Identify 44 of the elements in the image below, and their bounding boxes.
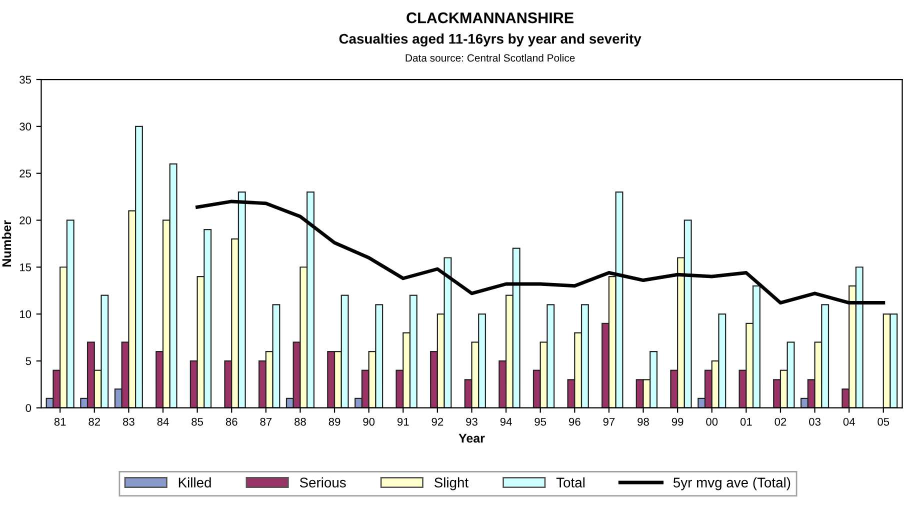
x-tick-label: 95	[534, 418, 546, 426]
x-tick-label: 92	[432, 418, 444, 426]
x-tick-label: 01	[740, 418, 752, 426]
y-tick-label: 5	[26, 357, 32, 366]
y-axis-title: Number	[2, 220, 12, 266]
y-tick-label: 0	[26, 404, 32, 412]
y-tick-label: 15	[20, 264, 32, 272]
x-axis-title: Year	[458, 434, 485, 443]
x-tick-label: 97	[603, 418, 615, 426]
x-tick-label: 86	[226, 418, 238, 426]
x-tick-label: 89	[328, 418, 340, 426]
x-tick-label: 96	[568, 418, 580, 426]
y-tick-label: 35	[20, 76, 32, 84]
x-tick-label: 93	[466, 418, 478, 426]
x-tick-label: 83	[123, 418, 134, 426]
legend-label: Total	[556, 477, 584, 488]
x-tick-label: 81	[54, 418, 66, 426]
x-tick-label: 99	[672, 418, 684, 426]
chart-subtitle: Casualties aged 11-16yrs by year and severity	[339, 34, 642, 47]
y-tick-label: 25	[20, 170, 32, 178]
source-note: Data source: Central Scotland Police	[406, 54, 575, 62]
x-tick-label: 00	[706, 418, 718, 426]
x-tick-label: 85	[192, 418, 204, 426]
x-tick-label: 03	[809, 418, 820, 426]
chart-title: CLACKMANNANSHIRE	[406, 12, 574, 24]
legend-label: Slight	[434, 477, 468, 490]
x-tick-label: 82	[88, 418, 100, 426]
legend-label: Serious	[300, 477, 346, 488]
x-tick-label: 88	[294, 418, 306, 426]
y-tick-label: 10	[20, 310, 32, 318]
x-tick-label: 84	[157, 418, 169, 426]
x-tick-label: 05	[878, 418, 890, 426]
x-tick-label: 94	[500, 418, 512, 426]
x-tick-label: 04	[843, 418, 855, 426]
y-tick-label: 30	[20, 122, 32, 131]
line-series	[196, 200, 886, 305]
legend-label: Killed	[178, 477, 211, 488]
y-tick-label: 20	[20, 216, 32, 224]
x-tick-label: 02	[774, 418, 786, 426]
x-tick-label: 98	[638, 418, 649, 426]
legend-label: 5yr mvg ave (Total)	[673, 477, 790, 490]
x-tick-label: 91	[397, 418, 409, 426]
x-tick-label: 87	[260, 418, 272, 426]
x-tick-label: 90	[363, 418, 375, 426]
